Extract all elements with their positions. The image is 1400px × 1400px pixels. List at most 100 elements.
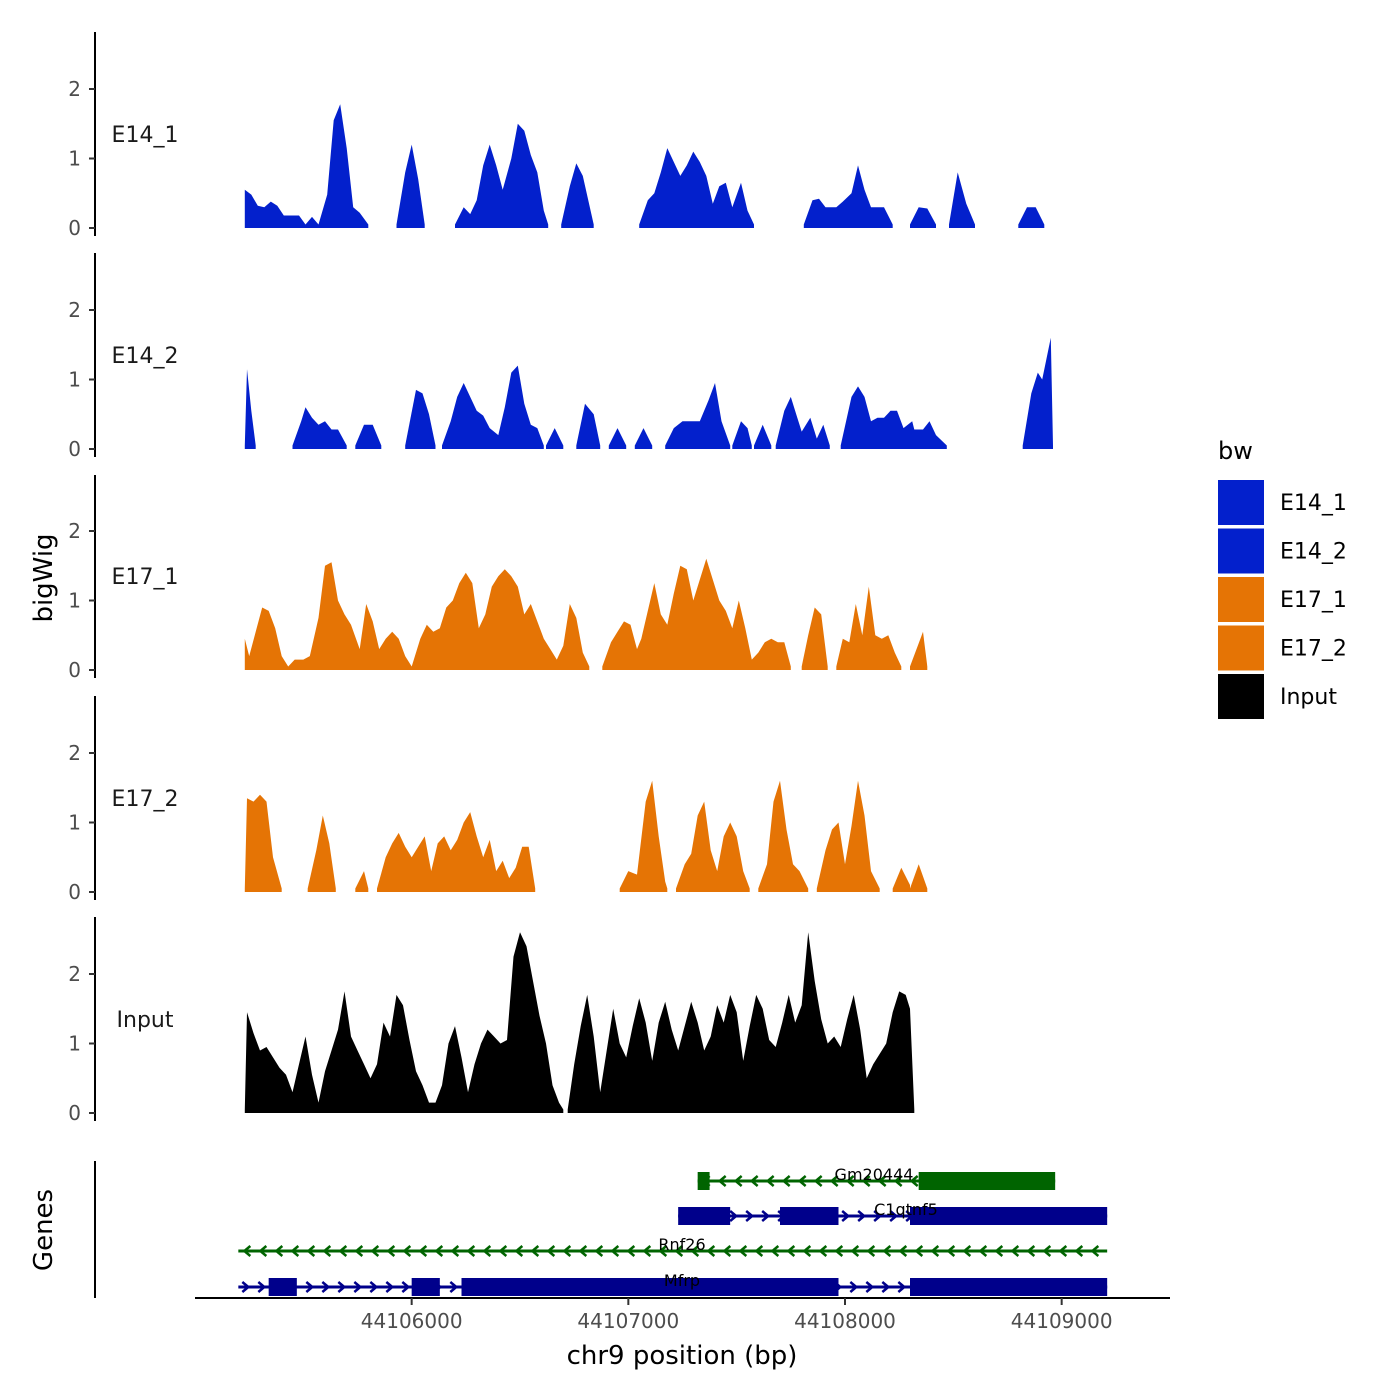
track-label: E14_2: [112, 344, 179, 369]
area-E17_1-1: [602, 558, 791, 670]
track-label: Input: [117, 1008, 174, 1033]
strand-chevron: [322, 1245, 332, 1257]
strand-chevron: [857, 1210, 867, 1222]
area-E14_2-8: [634, 428, 653, 449]
strand-chevron: [546, 1245, 556, 1257]
x-tick-label: 44107000: [577, 1309, 679, 1333]
legend-key-E17_2: [1218, 625, 1264, 671]
area-E17_2-5: [676, 801, 750, 892]
strand-chevron: [274, 1245, 284, 1257]
strand-chevron: [946, 1245, 956, 1257]
area-E14_1-1: [396, 144, 425, 228]
strand-chevron: [914, 1245, 924, 1257]
strand-chevron: [909, 1175, 919, 1187]
strand-chevron: [749, 1175, 759, 1187]
area-E14_2-5: [546, 428, 564, 449]
area-E14_2-4: [442, 365, 544, 449]
strand-chevron: [338, 1245, 348, 1257]
area-E14_2-11: [754, 424, 772, 449]
area-E14_2-0: [244, 369, 256, 449]
track-E17_2: 0 1 2 E17_2: [68, 696, 928, 904]
exon: [910, 1278, 1108, 1296]
y-tick-label: 1: [68, 589, 81, 613]
strand-chevron: [834, 1245, 844, 1257]
strand-chevron: [845, 1175, 855, 1187]
strand-chevron: [514, 1245, 524, 1257]
strand-chevron: [733, 1175, 743, 1187]
legend-label: E14_2: [1280, 540, 1347, 565]
area-E17_2-2: [355, 871, 369, 892]
x-tick-label: 44106000: [361, 1309, 463, 1333]
area-E14_2-3: [405, 389, 436, 449]
strand-chevron: [385, 1281, 395, 1293]
gene-Mfrp: Mfrp: [238, 1271, 1108, 1296]
strand-chevron: [754, 1245, 764, 1257]
strand-chevron: [321, 1281, 331, 1293]
strand-chevron: [1074, 1245, 1084, 1257]
gene-label: Rnf26: [658, 1235, 705, 1254]
strand-chevron: [745, 1210, 755, 1222]
gene-Rnf26: Rnf26: [238, 1235, 1108, 1257]
strand-chevron: [578, 1245, 588, 1257]
exon: [910, 1207, 1108, 1225]
strand-chevron: [978, 1245, 988, 1257]
legend-title: bw: [1218, 437, 1253, 465]
strand-chevron: [829, 1175, 839, 1187]
area-E14_1-4: [639, 148, 754, 228]
area-E14_1-3: [561, 163, 594, 228]
exon: [918, 1172, 1056, 1190]
strand-chevron: [802, 1245, 812, 1257]
y-tick-label: 1: [68, 1032, 81, 1056]
area-E17_1-2: [801, 607, 828, 670]
strand-chevron: [674, 1245, 684, 1257]
strand-chevron: [1042, 1245, 1052, 1257]
strand-chevron: [370, 1245, 380, 1257]
strand-chevron: [258, 1245, 268, 1257]
area-E17_2-8: [892, 867, 910, 892]
strand-chevron: [722, 1245, 732, 1257]
strand-chevron: [305, 1281, 315, 1293]
area-E14_2-6: [576, 403, 601, 449]
strand-chevron: [877, 1175, 887, 1187]
area-E17_2-0: [244, 794, 282, 892]
strand-chevron: [889, 1210, 899, 1222]
strand-chevron: [930, 1245, 940, 1257]
x-tick-label: 44108000: [794, 1309, 896, 1333]
strand-chevron: [994, 1245, 1004, 1257]
area-E17_1-4: [910, 631, 928, 670]
legend-label: E17_2: [1280, 637, 1347, 662]
area-E14_1-0: [244, 104, 369, 228]
strand-chevron: [738, 1245, 748, 1257]
track-E14_1: 0 1 2 E14_1: [68, 32, 1045, 240]
strand-chevron: [849, 1281, 859, 1293]
y-tick-label: 2: [68, 741, 81, 765]
area-E17_2-3: [377, 812, 536, 892]
strand-chevron: [770, 1245, 780, 1257]
strand-chevron: [401, 1281, 411, 1293]
exon: [697, 1172, 710, 1190]
exon: [678, 1207, 731, 1225]
strand-chevron: [717, 1175, 727, 1187]
strand-chevron: [861, 1175, 871, 1187]
x-tick-label: 44109000: [1011, 1309, 1113, 1333]
area-Input-1: [567, 932, 915, 1113]
strand-chevron: [818, 1245, 828, 1257]
track-label: E14_1: [112, 123, 179, 148]
strand-chevron: [658, 1245, 668, 1257]
area-E17_1-0: [244, 562, 590, 670]
strand-chevron: [882, 1245, 892, 1257]
area-E14_1-2: [455, 123, 549, 228]
y-tick-label: 0: [68, 1101, 81, 1125]
y-tick-label: 1: [68, 368, 81, 392]
strand-chevron: [337, 1281, 347, 1293]
strand-chevron: [530, 1245, 540, 1257]
strand-chevron: [1090, 1245, 1100, 1257]
strand-chevron: [466, 1245, 476, 1257]
strand-chevron: [850, 1245, 860, 1257]
strand-chevron: [841, 1210, 851, 1222]
track-label: E17_2: [112, 787, 179, 812]
strand-chevron: [765, 1175, 775, 1187]
strand-chevron: [290, 1245, 300, 1257]
strand-chevron: [306, 1245, 316, 1257]
track-E14_2: 0 1 2 E14_2: [68, 253, 1053, 461]
